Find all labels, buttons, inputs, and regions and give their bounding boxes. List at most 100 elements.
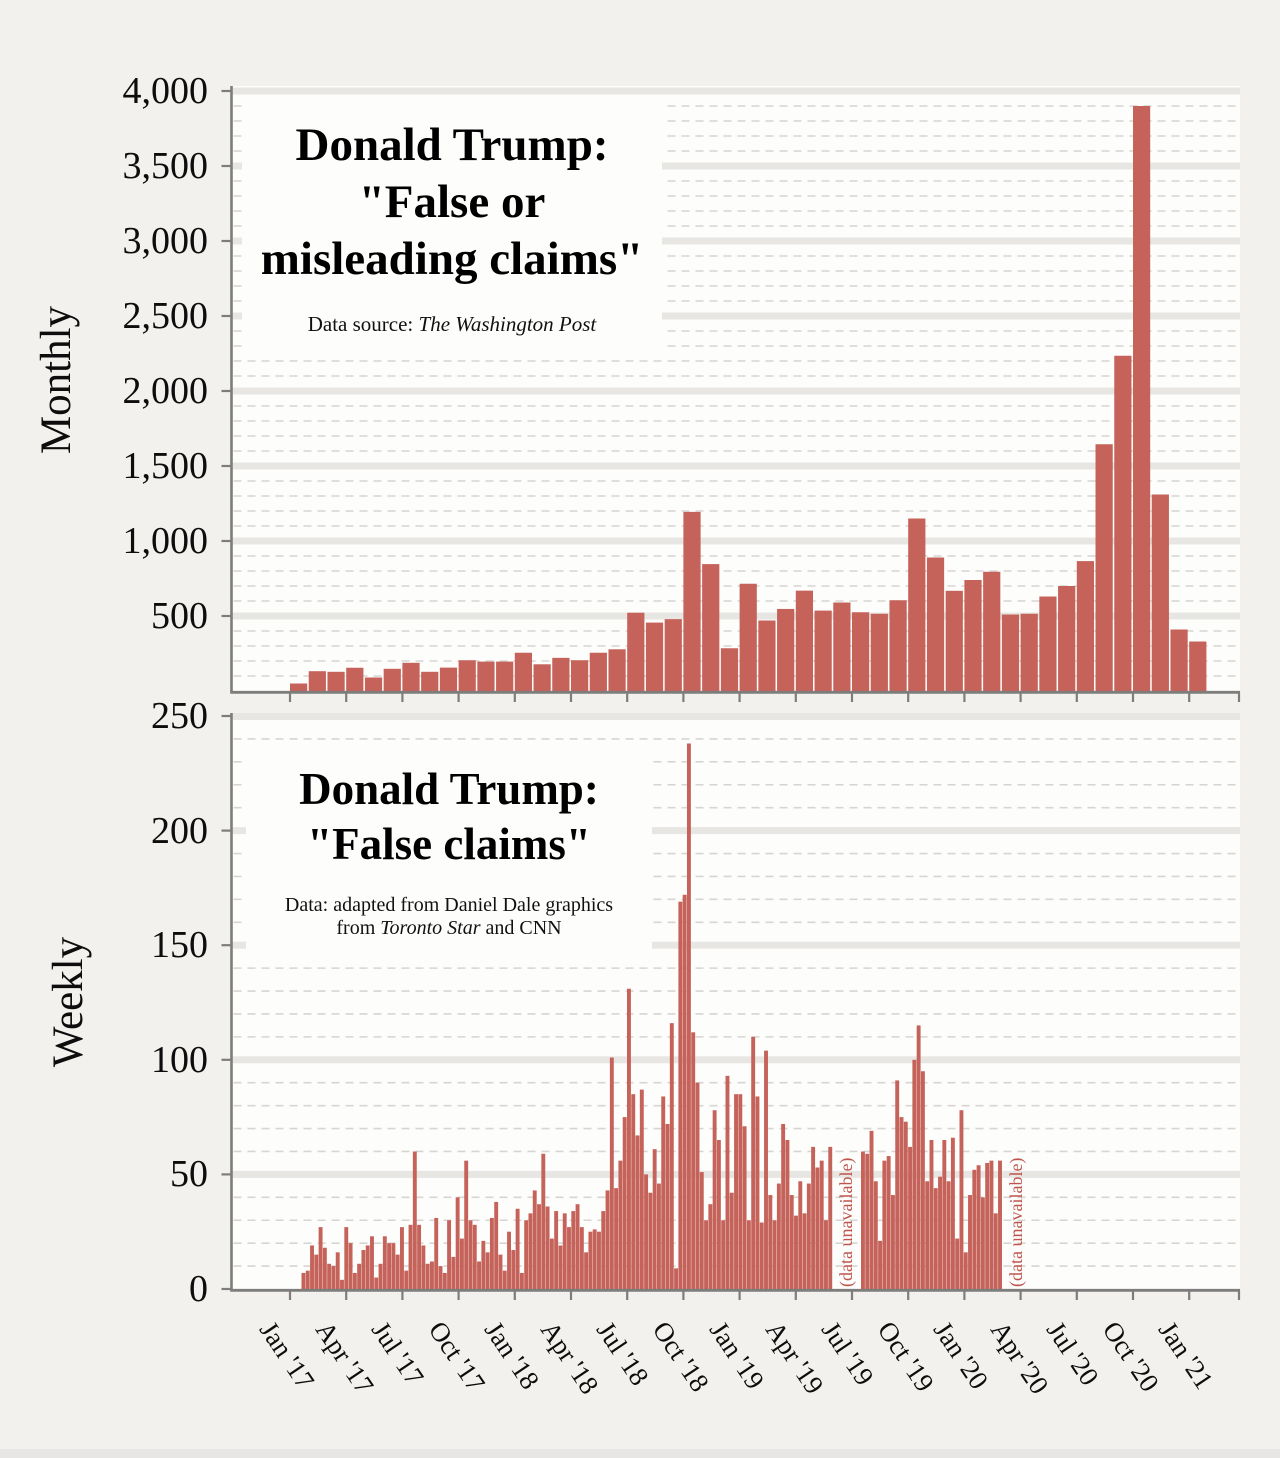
monthly-bar [852, 612, 870, 691]
weekly-bar [725, 1075, 730, 1289]
weekly-bar [882, 1160, 887, 1289]
weekly-bar [993, 1213, 998, 1289]
weekly-bar [950, 1137, 955, 1289]
weekly-bar [365, 1245, 370, 1289]
monthly-bar [945, 590, 963, 691]
weekly-bar [811, 1146, 816, 1289]
weekly-bar [959, 1110, 964, 1289]
weekly-bar [562, 1213, 567, 1289]
monthly-bar [664, 619, 682, 691]
weekly-bar [976, 1165, 981, 1289]
weekly-bar [691, 1032, 696, 1289]
weekly-bar [554, 1211, 559, 1289]
monthly-false-or-misleading-claims-y-tick-label: 1,000 [122, 520, 209, 562]
weekly-bar [865, 1153, 870, 1289]
weekly-bar [656, 1183, 661, 1289]
weekly-bar [451, 1256, 456, 1289]
monthly-title-line: Donald Trump: [295, 119, 609, 171]
weekly-bar [532, 1190, 537, 1289]
weekly-bar [989, 1160, 994, 1289]
weekly-bar [455, 1197, 460, 1289]
weekly-bar [794, 1215, 798, 1289]
weekly-bar [903, 1121, 908, 1289]
weekly-bar [873, 1181, 878, 1289]
weekly-bar [579, 1227, 584, 1289]
monthly-bar [720, 648, 739, 691]
monthly-bar [308, 671, 326, 691]
weekly-bar [742, 1126, 747, 1289]
weekly-bar [438, 1266, 443, 1289]
weekly-bar [920, 1071, 925, 1289]
weekly-bar [890, 1195, 895, 1289]
monthly-bar [1076, 561, 1094, 691]
weekly-bar [489, 1217, 494, 1289]
weekly-bar [622, 1117, 627, 1289]
weekly-title-line: Donald Trump: [299, 764, 599, 814]
weekly-bar [442, 1272, 447, 1289]
weekly-bar [507, 1231, 511, 1289]
weekly-bar [558, 1245, 563, 1289]
weekly-bar [695, 1082, 700, 1289]
weekly-bar [699, 1172, 704, 1289]
weekly-bar [955, 1238, 960, 1289]
monthly-bar [758, 620, 776, 691]
monthly-bar [383, 668, 401, 691]
weekly-bar [942, 1140, 947, 1289]
monthly-bar [926, 557, 945, 691]
weekly-false-claims-y-tick-label: 100 [151, 1038, 208, 1081]
weekly-bar [421, 1245, 426, 1289]
weekly-bar [545, 1206, 550, 1289]
weekly-bar [751, 1036, 756, 1289]
weekly-bar [869, 1130, 874, 1289]
weekly-bar [301, 1272, 306, 1289]
weekly-bar [738, 1094, 743, 1289]
weekly-bar [378, 1263, 383, 1289]
weekly-data-source: Data: adapted from Daniel Dale graphics … [246, 894, 652, 940]
weekly-bar [519, 1272, 524, 1289]
weekly-bar [425, 1263, 430, 1289]
weekly-false-claims-y-tick-label: 200 [151, 809, 208, 852]
weekly-bar [370, 1236, 374, 1289]
monthly-bar [777, 608, 795, 691]
weekly-bar [464, 1160, 469, 1289]
monthly-bar [964, 580, 982, 691]
weekly-bar [327, 1263, 332, 1289]
weekly-bar [661, 1096, 666, 1289]
monthly-data-source: Data source: The Washington Post [242, 312, 662, 336]
weekly-bar [618, 1160, 623, 1289]
monthly-bar [833, 602, 851, 691]
weekly-false-claims-y-tick-label: 150 [151, 924, 208, 967]
weekly-bar [627, 988, 631, 1289]
monthly-false-or-misleading-claims-axes [221, 86, 1241, 702]
weekly-bar [417, 1224, 422, 1289]
weekly-bar [631, 1094, 636, 1289]
monthly-bar [1170, 629, 1188, 691]
weekly-bar [601, 1211, 606, 1289]
weekly-bar [314, 1254, 319, 1289]
monthly-false-or-misleading-claims-y-tick-label: 2,500 [122, 295, 209, 337]
weekly-title-line: "False claims" [307, 819, 591, 869]
weekly-bar [682, 894, 687, 1289]
weekly-bar [524, 1220, 529, 1289]
monthly-bar [627, 612, 645, 691]
weekly-bar [575, 1204, 580, 1289]
weekly-false-claims-axes [221, 713, 1241, 1300]
weekly-bar [912, 1059, 917, 1289]
weekly-bar [571, 1211, 576, 1289]
weekly-bar [584, 1252, 589, 1289]
weekly-bar [391, 1243, 396, 1289]
weekly-bar [828, 1146, 833, 1289]
weekly-bar [878, 1240, 883, 1289]
weekly-bar [985, 1162, 990, 1289]
monthly-bar [496, 661, 514, 691]
weekly-bar [704, 1220, 709, 1289]
weekly-bar [459, 1238, 464, 1289]
weekly-bar [734, 1094, 738, 1289]
weekly-bar [614, 1188, 619, 1289]
data-unavailable-note: (data unavailable) [1006, 1157, 1026, 1287]
weekly-bar [908, 1146, 913, 1289]
weekly-bar [511, 1250, 516, 1289]
monthly-bar [290, 683, 308, 691]
weekly-bar [798, 1181, 803, 1289]
weekly-bar [789, 1195, 794, 1289]
